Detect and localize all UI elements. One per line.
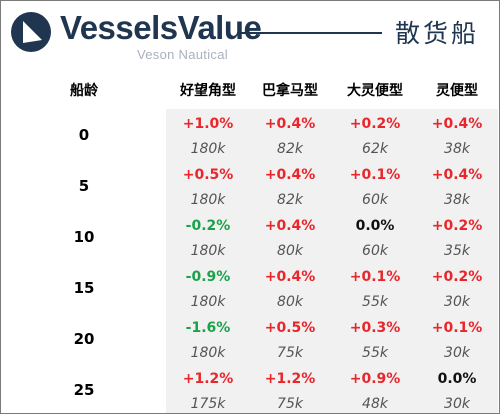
vessel-value: 180k [190,294,226,310]
change-percent: +0.2% [431,218,483,234]
change-percent: -0.9% [185,269,231,285]
change-percent: +0.4% [264,167,316,183]
age-column-header: 船龄 [70,83,98,99]
vessel-value: 80k [277,294,303,310]
change-percent: +0.1% [349,269,401,285]
vessel-value: 35k [444,243,470,259]
change-percent: +0.5% [182,167,234,183]
age-label: 20 [73,330,95,348]
vesselsvalue-logo-icon [11,12,51,52]
vessel-value: 180k [190,243,226,259]
vessel-value: 180k [190,192,226,208]
change-percent: +0.2% [431,269,483,285]
age-label: 5 [78,177,90,195]
change-percent: +0.4% [264,218,316,234]
column-header: 巴拿马型 [262,83,318,99]
vessel-value: 82k [277,192,303,208]
vessel-value: 30k [444,345,470,361]
change-percent: +1.0% [182,116,234,132]
brand-subtitle: Veson Nautical [137,47,228,62]
table-background [166,109,498,413]
change-percent: +0.1% [431,320,483,336]
change-percent: +1.2% [264,371,316,387]
vessel-value: 75k [277,396,303,412]
page-title: 散货船 [395,19,480,48]
change-percent: +0.2% [349,116,401,132]
vessel-value: 80k [277,243,303,259]
vessel-value: 38k [444,141,470,157]
vessel-value: 60k [362,192,388,208]
vessel-value: 75k [277,345,303,361]
vessel-value: 55k [362,345,388,361]
vessel-value: 30k [444,294,470,310]
vessel-value: 55k [362,294,388,310]
vessel-value: 48k [362,396,388,412]
change-percent: +0.1% [349,167,401,183]
change-percent: +0.9% [349,371,401,387]
vessel-value: 62k [362,141,388,157]
change-percent: -1.6% [185,320,231,336]
change-percent: +0.5% [264,320,316,336]
brand-name: VesselsValue [60,9,262,46]
column-header: 大灵便型 [347,83,403,99]
vessel-value: 82k [277,141,303,157]
vessel-value: 60k [362,243,388,259]
vessel-value: 175k [190,396,226,412]
vessel-value: 30k [444,396,470,412]
age-label: 0 [78,126,90,144]
change-percent: 0.0% [437,371,477,387]
change-percent: 0.0% [355,218,395,234]
change-percent: -0.2% [185,218,231,234]
change-percent: +0.3% [349,320,401,336]
age-label: 10 [73,228,95,246]
age-label: 15 [73,279,95,297]
column-header: 好望角型 [180,83,236,99]
change-percent: +0.4% [264,116,316,132]
change-percent: +0.4% [431,167,483,183]
change-percent: +1.2% [182,371,234,387]
change-percent: +0.4% [431,116,483,132]
vessel-value: 180k [190,141,226,157]
vessel-value: 180k [190,345,226,361]
header-rule [240,32,382,34]
column-header: 灵便型 [436,83,478,99]
age-label: 25 [73,381,95,399]
change-percent: +0.4% [264,269,316,285]
vessel-value: 38k [444,192,470,208]
